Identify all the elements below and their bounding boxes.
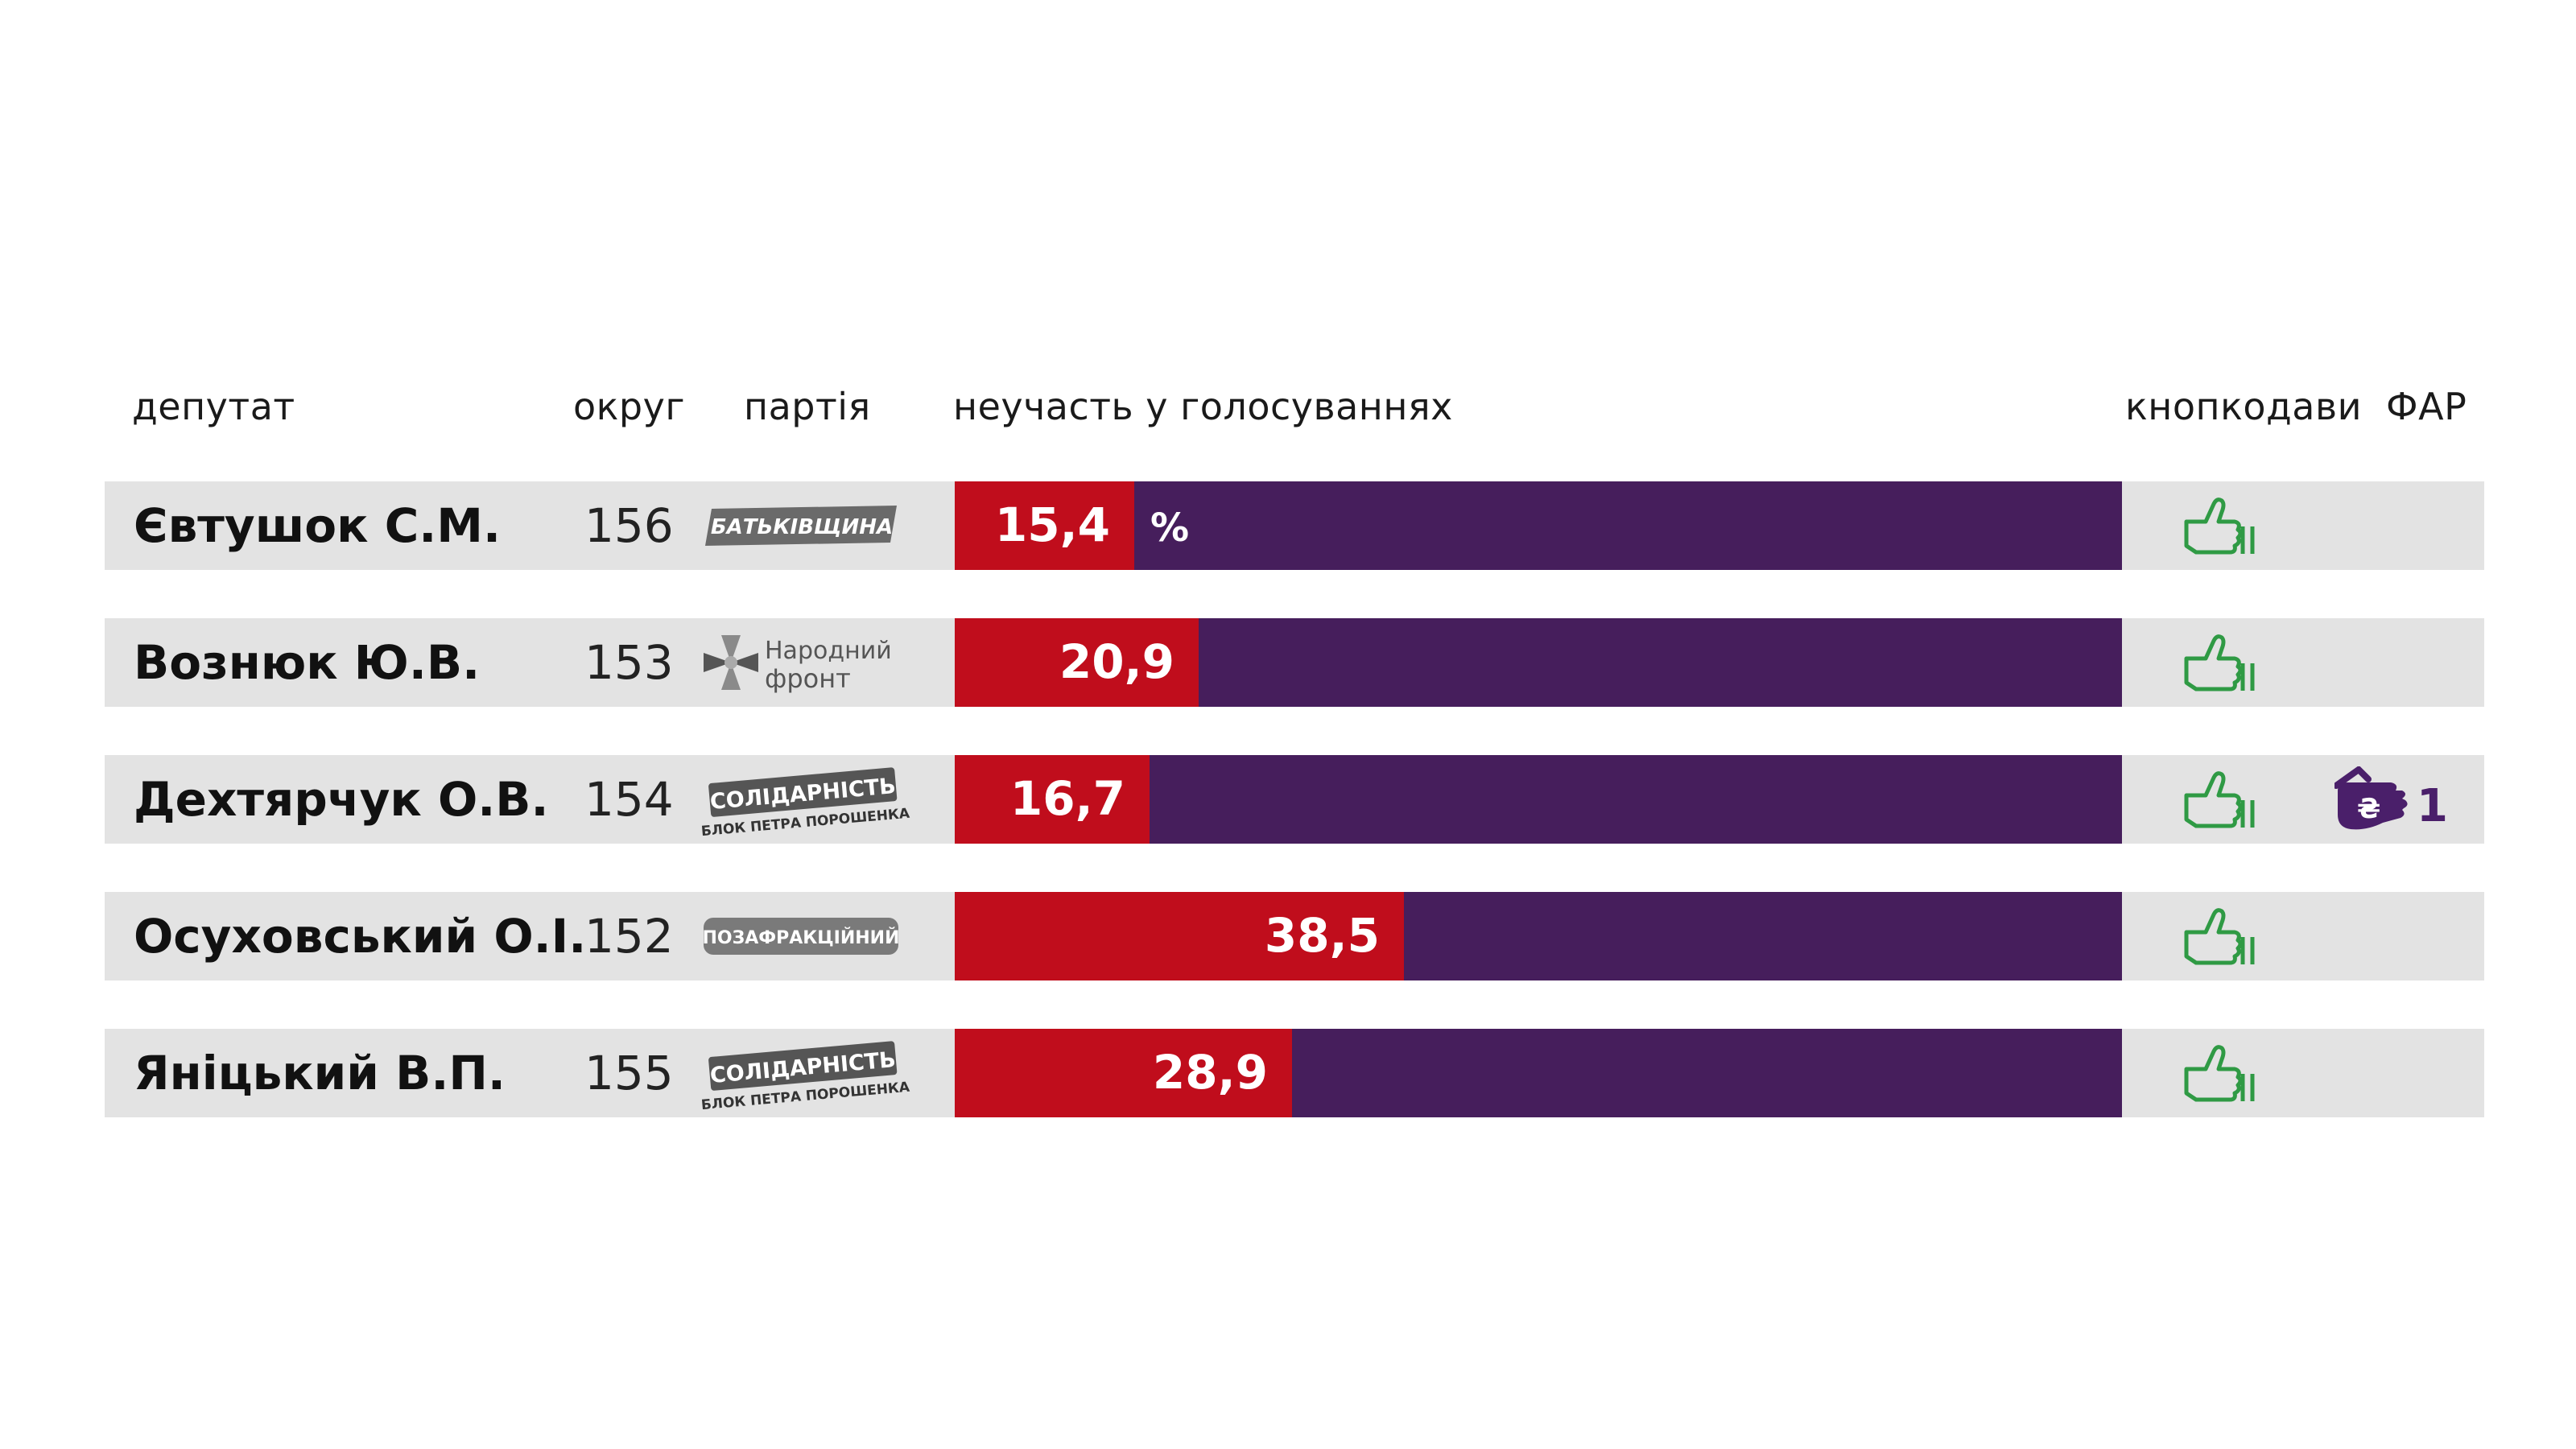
bar-absence	[955, 618, 1199, 707]
bar-remainder	[1134, 481, 2122, 570]
district-number: 153	[584, 635, 674, 690]
party-cell: Народний фронт	[700, 626, 926, 699]
header-absence: неучасть у голосуваннях	[953, 385, 1453, 428]
party-cell: ПОЗАФРАКЦІЙНИЙ	[700, 900, 926, 972]
header-far: ФАР	[2386, 385, 2467, 428]
far-mark: ₴ 1	[2333, 765, 2455, 834]
bar-remainder	[1199, 618, 2122, 707]
button-pusher-mark	[2182, 905, 2262, 969]
bar-remainder	[1404, 892, 2122, 980]
absence-bar: 38,5	[955, 892, 2122, 980]
bar-value-label: 15,4	[995, 497, 1110, 552]
deputy-name: Євтушок С.М.	[134, 498, 502, 553]
table-row: Яніцький В.П. 155 СОЛІДАРНІСТЬ БЛОК ПЕТРА П…	[105, 1029, 2484, 1117]
button-pusher-mark	[2182, 768, 2262, 832]
deputy-name: Вознюк Ю.В.	[134, 635, 481, 690]
absence-bar: 28,9	[955, 1029, 2122, 1117]
absence-bar: 15,4%	[955, 481, 2122, 570]
bribe-hand-icon: ₴ 1	[2333, 765, 2448, 832]
header-deputy: депутат	[132, 385, 295, 428]
svg-text:ПОЗАФРАКЦІЙНИЙ: ПОЗАФРАКЦІЙНИЙ	[703, 927, 900, 948]
button-pusher-mark	[2182, 494, 2262, 559]
deputy-name: Дехтярчук О.В.	[134, 772, 549, 827]
bar-absence	[955, 1029, 1292, 1117]
hryvnia-icon: ₴	[2357, 793, 2380, 825]
header-district: округ	[573, 385, 686, 428]
party-cell: СОЛІДАРНІСТЬ БЛОК ПЕТРА ПОРОШЕНКА	[700, 1037, 926, 1109]
table-row: Дехтярчук О.В. 154 СОЛІДАРНІСТЬ БЛОК ПЕТРА …	[105, 755, 2484, 844]
absence-bar: 20,9	[955, 618, 2122, 707]
thumbs-up-icon	[2184, 908, 2255, 965]
thumbs-up-icon	[2184, 634, 2255, 691]
deputy-name: Яніцький В.П.	[134, 1046, 506, 1100]
bar-value-label: 38,5	[1265, 908, 1380, 963]
button-pusher-mark	[2182, 631, 2262, 696]
thumbs-up-icon	[2184, 771, 2255, 828]
bar-remainder	[1292, 1029, 2122, 1117]
svg-text:БАТЬКІВЩИНА: БАТЬКІВЩИНА	[711, 515, 893, 539]
table-row: Осуховський О.І. 152 ПОЗАФРАКЦІЙНИЙ 38,5	[105, 892, 2484, 980]
party-emblem-icon	[704, 635, 758, 690]
thumbs-up-icon	[2184, 497, 2255, 555]
bar-remainder	[1150, 755, 2122, 844]
bar-absence	[955, 481, 1134, 570]
district-number: 156	[584, 498, 674, 553]
bar-absence	[955, 755, 1150, 844]
bar-value-label: 28,9	[1153, 1045, 1268, 1100]
district-number: 155	[584, 1046, 674, 1100]
party-cell: СОЛІДАРНІСТЬ БЛОК ПЕТРА ПОРОШЕНКА	[700, 763, 926, 836]
district-number: 154	[584, 772, 674, 827]
far-count: 1	[2417, 780, 2448, 832]
bar-value-label: 16,7	[1010, 771, 1125, 826]
svg-text:Народний: Народний	[765, 637, 892, 665]
party-logo-batkivshchyna: БАТЬКІВЩИНА	[705, 506, 897, 546]
party-logo-pozafraktsiinyi: ПОЗАФРАКЦІЙНИЙ	[703, 918, 900, 955]
party-cell: БАТЬКІВЩИНА	[700, 489, 926, 562]
table-row: Євтушок С.М. 156 БАТЬКІВЩИНА 15,4%	[105, 481, 2484, 570]
bar-value-label: 20,9	[1059, 634, 1174, 689]
percent-sign: %	[1150, 506, 1189, 551]
table-row: Вознюк Ю.В. 153 Народний фронт 20,9	[105, 618, 2484, 707]
bar-absence	[955, 892, 1404, 980]
thumbs-up-icon	[2184, 1045, 2255, 1102]
header-button-pushers: кнопкодави	[2125, 385, 2363, 428]
deputy-name: Осуховський О.І.	[134, 909, 587, 964]
header-party: партія	[744, 385, 871, 428]
button-pusher-mark	[2182, 1042, 2262, 1106]
district-number: 152	[584, 909, 674, 964]
svg-text:фронт: фронт	[765, 663, 851, 694]
absence-bar: 16,7	[955, 755, 2122, 844]
